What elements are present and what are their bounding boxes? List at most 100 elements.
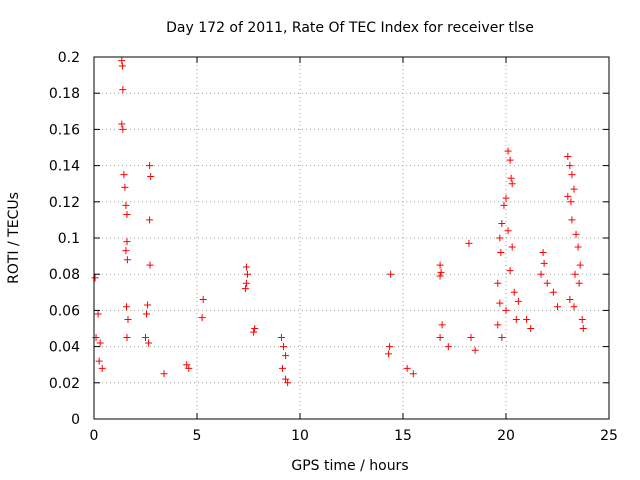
data-point xyxy=(514,297,522,305)
data-point xyxy=(570,185,578,193)
data-point xyxy=(282,352,290,360)
data-point xyxy=(571,270,579,278)
data-point xyxy=(198,314,206,322)
data-point xyxy=(119,125,127,133)
data-point xyxy=(543,279,551,287)
data-point xyxy=(570,303,578,311)
data-point xyxy=(436,272,444,280)
data-point xyxy=(539,248,547,256)
data-point xyxy=(95,357,103,365)
x-tick-label: 25 xyxy=(600,428,618,444)
data-point xyxy=(146,216,154,224)
data-point xyxy=(527,325,535,332)
data-point xyxy=(98,364,106,372)
y-tick-labels: 0 0.02 0.04 0.06 0.08 0.1 0.12 0.14 0.16 0.18 0.2 xyxy=(49,50,80,428)
data-point xyxy=(403,364,411,372)
data-point xyxy=(118,62,126,70)
data-point xyxy=(510,288,518,296)
data-point xyxy=(508,180,516,188)
data-point xyxy=(280,343,288,351)
data-point xyxy=(386,343,394,351)
data-point xyxy=(572,230,580,238)
data-point xyxy=(564,192,572,200)
data-point xyxy=(96,339,104,347)
data-point xyxy=(122,247,130,255)
data-point xyxy=(576,261,584,269)
data-point xyxy=(144,301,152,309)
y-tick-label: 0.12 xyxy=(49,195,80,211)
data-point xyxy=(436,334,444,342)
data-point xyxy=(436,261,444,269)
data-point xyxy=(123,238,131,246)
data-point xyxy=(496,234,504,242)
data-point xyxy=(242,263,250,271)
data-point xyxy=(549,288,557,296)
data-point xyxy=(123,334,131,342)
data-point xyxy=(504,227,512,235)
data-point xyxy=(121,183,129,191)
data-point xyxy=(465,239,473,247)
x-tick-label: 15 xyxy=(394,428,412,444)
data-point xyxy=(568,171,576,179)
data-point xyxy=(185,364,193,372)
data-point xyxy=(494,321,502,329)
data-point xyxy=(118,120,126,128)
data-point xyxy=(146,162,154,170)
data-points xyxy=(91,57,587,387)
y-tick-label: 0.14 xyxy=(49,159,80,175)
grid-lines xyxy=(94,57,609,419)
data-point xyxy=(118,57,126,65)
data-point xyxy=(242,279,250,287)
data-point xyxy=(512,315,520,323)
data-point xyxy=(497,248,505,256)
data-point xyxy=(251,325,259,332)
plot-area-frame xyxy=(93,56,610,420)
y-tick-label: 0.2 xyxy=(58,50,80,66)
data-point xyxy=(143,310,151,318)
data-point xyxy=(540,259,548,267)
data-point xyxy=(146,261,154,269)
chart-title: Day 172 of 2011, Rate Of TEC Index for r… xyxy=(166,20,534,36)
x-tick-label: 0 xyxy=(90,428,99,444)
data-point xyxy=(566,162,574,170)
data-point xyxy=(564,153,572,161)
y-tick-label: 0.1 xyxy=(58,231,80,247)
data-point xyxy=(568,216,576,224)
y-tick-label: 0 xyxy=(71,412,80,428)
y-tick-label: 0.06 xyxy=(49,303,80,319)
data-point xyxy=(444,343,452,351)
y-axis-label: ROTI / TECUs xyxy=(6,192,22,284)
data-point xyxy=(145,339,153,347)
y-tick-label: 0.04 xyxy=(49,340,80,356)
y-tick-label: 0.08 xyxy=(49,267,80,283)
data-point xyxy=(241,285,249,293)
data-point xyxy=(160,370,168,378)
data-point xyxy=(578,315,586,323)
y-tick-label: 0.16 xyxy=(49,122,80,138)
data-point xyxy=(574,243,582,251)
data-point xyxy=(183,361,191,369)
data-point xyxy=(278,364,286,372)
data-point xyxy=(123,256,131,264)
data-point xyxy=(243,270,251,278)
data-point xyxy=(467,334,475,342)
data-point xyxy=(437,268,445,276)
data-point xyxy=(147,172,155,180)
data-point xyxy=(120,171,128,179)
data-point xyxy=(438,321,446,329)
data-point xyxy=(119,86,127,94)
data-point xyxy=(504,147,512,155)
data-point xyxy=(284,379,292,387)
data-point xyxy=(142,334,149,342)
data-point xyxy=(94,310,102,318)
data-point xyxy=(91,274,99,282)
data-point xyxy=(575,279,583,287)
data-point xyxy=(554,303,561,311)
data-point xyxy=(502,306,510,314)
data-point xyxy=(579,325,587,332)
data-point xyxy=(502,194,510,202)
data-point xyxy=(506,156,514,164)
data-point xyxy=(508,243,516,251)
data-point xyxy=(277,334,285,342)
